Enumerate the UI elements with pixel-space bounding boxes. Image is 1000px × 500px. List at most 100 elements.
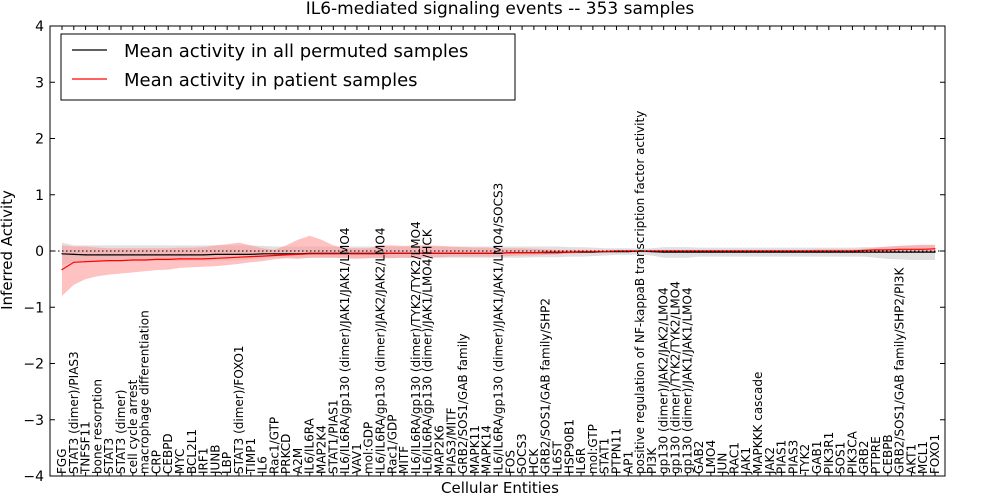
x-tick-label: CEBPB [881,434,895,474]
point-series-0-63 [804,251,806,253]
x-tick-label: MYC [173,449,187,474]
x-tick-label: IL6/IL6RA/gp130 (dimer)/JAK2/JAK2/LMO4 [374,228,388,474]
x-tick-label: PIK3CA [845,430,859,474]
point-series-0-60 [769,251,771,253]
point-series-1-0 [61,269,63,271]
x-tick-label: CEBPD [161,433,175,474]
point-series-0-58 [745,251,747,253]
point-series-1-9 [167,258,169,260]
chart-title: IL6-mediated signaling events -- 353 sam… [306,0,695,19]
point-series-1-45 [592,251,594,253]
x-tick-label: PIAS1 [775,440,789,474]
legend-box [60,33,516,101]
y-tick-label: −2 [23,357,44,373]
point-series-0-5 [120,254,122,256]
point-series-1-64 [816,250,818,252]
x-tick-label: PIK3R1 [822,432,836,474]
point-series-0-4 [108,254,110,256]
point-series-1-20 [297,253,299,255]
point-series-0-59 [757,251,759,253]
point-series-0-73 [922,251,924,253]
point-series-1-15 [238,256,240,258]
x-tick-label: FOS [503,450,517,474]
point-series-1-24 [344,253,346,255]
x-tick-label: MAP2K4 [315,425,329,474]
point-series-1-73 [922,248,924,250]
x-tick-label: mol:GTP [586,424,600,474]
point-series-1-61 [781,250,783,252]
point-series-1-66 [840,250,842,252]
point-series-0-15 [238,253,240,255]
x-tick-label: GRB2 [857,440,871,474]
point-series-0-53 [686,251,688,253]
point-series-0-19 [285,253,287,255]
point-series-1-70 [887,249,889,251]
point-series-0-18 [273,253,275,255]
x-axis-label: Cellular Entities [441,479,559,497]
point-series-0-56 [722,251,724,253]
x-tick-label: SOS1 [834,442,848,474]
point-series-1-19 [285,254,287,256]
x-tick-label: IL6/IL6RA/gp130 (dimer)/TYK2/TYK2/LMO4 [409,221,423,474]
point-series-0-72 [910,251,913,253]
point-series-1-67 [851,250,854,252]
x-tick-label: PTPN11 [610,428,624,474]
point-series-0-11 [191,254,193,256]
point-series-0-12 [203,254,205,256]
x-tick-label: JAK2 [763,447,777,475]
point-series-0-67 [851,251,854,253]
x-tick-label: STAT3 [102,438,116,474]
point-series-0-7 [144,254,146,256]
point-series-1-63 [804,250,806,252]
x-tick-label: HCK [527,448,541,474]
x-tick-label: GAB2 [692,441,706,474]
point-series-1-44 [580,251,582,253]
point-series-1-34 [462,252,464,254]
x-tick-label: IL6 [256,456,270,474]
point-series-0-8 [155,254,157,256]
x-tick-label: HSP90B1 [562,419,576,474]
point-series-1-7 [144,259,146,261]
point-series-1-71 [899,248,901,250]
x-tick-label: GRB2/SOS1/GAB family/SHP2/PI3K [893,266,907,474]
x-tick-label: VAV1 [350,443,364,474]
x-tick-label: MITF [397,446,411,474]
x-tick-label: IL6/IL6RA/gp130 (dimer)/JAK1/LMO4/HCK [421,228,435,474]
x-tick-label: AP1 [621,451,635,474]
point-series-0-61 [781,251,783,253]
x-tick-label: CRP [149,450,163,474]
point-series-0-74 [934,251,936,253]
point-series-1-27 [379,253,382,255]
y-tick-label: −4 [23,469,44,485]
point-series-1-6 [132,259,134,261]
point-series-1-65 [828,250,830,252]
series-lines [61,248,936,271]
x-tick-label: STAT1 [598,438,612,474]
point-series-1-8 [155,258,157,260]
x-tick-label: PIAS3 [786,440,800,474]
x-tick-label: A2M [291,448,305,474]
point-series-1-1 [73,261,75,263]
x-tick-label: IL6ST [551,441,565,474]
y-axis-label: Inferred Activity [0,190,16,310]
x-tick-label: PRKCD [279,434,293,474]
point-series-1-30 [415,252,417,254]
point-series-1-37 [497,252,500,254]
point-series-1-43 [568,251,570,253]
point-series-1-39 [521,252,523,254]
point-series-0-13 [214,253,216,255]
point-series-0-9 [167,254,169,256]
x-tick-label: PTPRE [869,436,883,474]
point-series-0-66 [840,251,842,253]
point-series-1-22 [320,253,323,255]
point-series-0-16 [250,253,252,255]
x-tick-label: FOXO1 [928,434,942,474]
x-tick-label: IL6/IL6RA/gp130 (dimer)/JAK1/JAK1/LMO4/S… [492,183,506,474]
x-tick-label: gp130 (dimer)/TYK2/TYK2/LMO4 [669,281,683,474]
x-tick-label: JAK1 [739,447,753,475]
point-series-1-35 [474,252,476,254]
x-tick-label: STAT1/PIAS1 [326,399,340,474]
x-tick-label: Rac1/GTP [267,417,281,474]
x-tick-label: mol:GDP [362,422,376,474]
